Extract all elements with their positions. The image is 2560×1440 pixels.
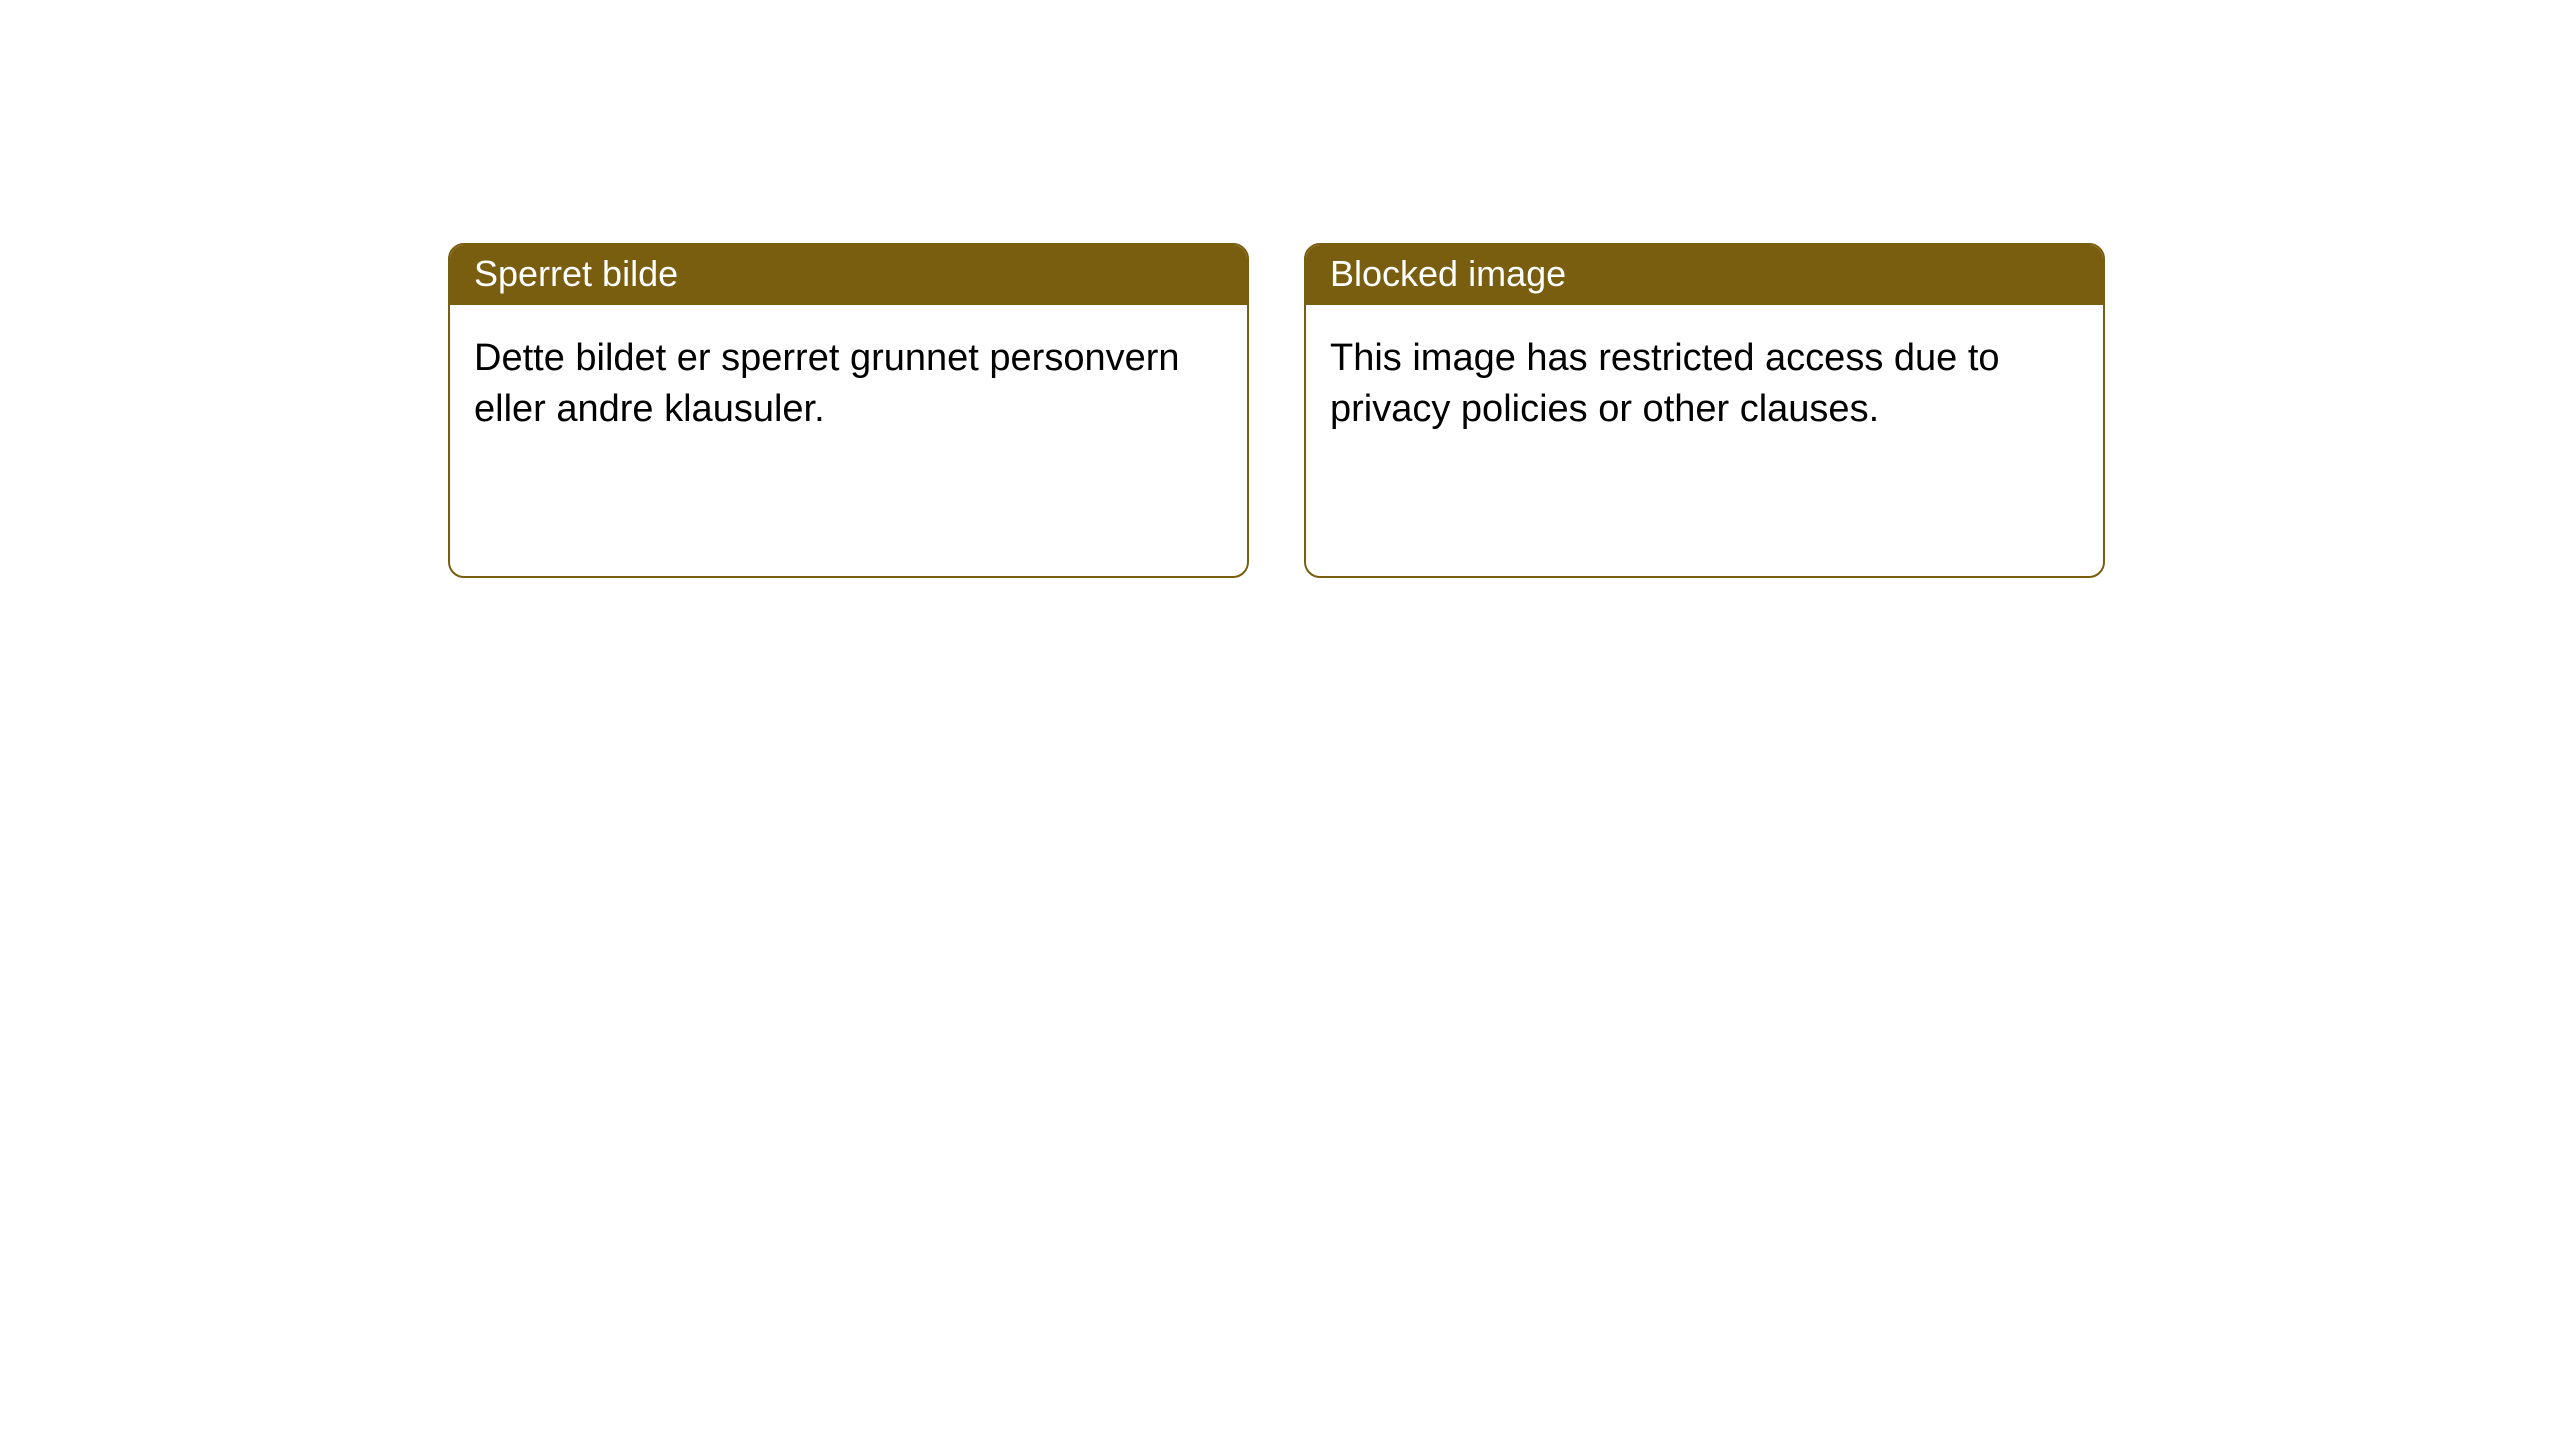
notice-container: Sperret bilde Dette bildet er sperret gr…	[448, 243, 2105, 578]
notice-card-english: Blocked image This image has restricted …	[1304, 243, 2105, 578]
notice-title-norwegian: Sperret bilde	[450, 245, 1247, 305]
notice-message-english: This image has restricted access due to …	[1306, 305, 2103, 464]
notice-message-norwegian: Dette bildet er sperret grunnet personve…	[450, 305, 1247, 464]
notice-title-english: Blocked image	[1306, 245, 2103, 305]
notice-card-norwegian: Sperret bilde Dette bildet er sperret gr…	[448, 243, 1249, 578]
